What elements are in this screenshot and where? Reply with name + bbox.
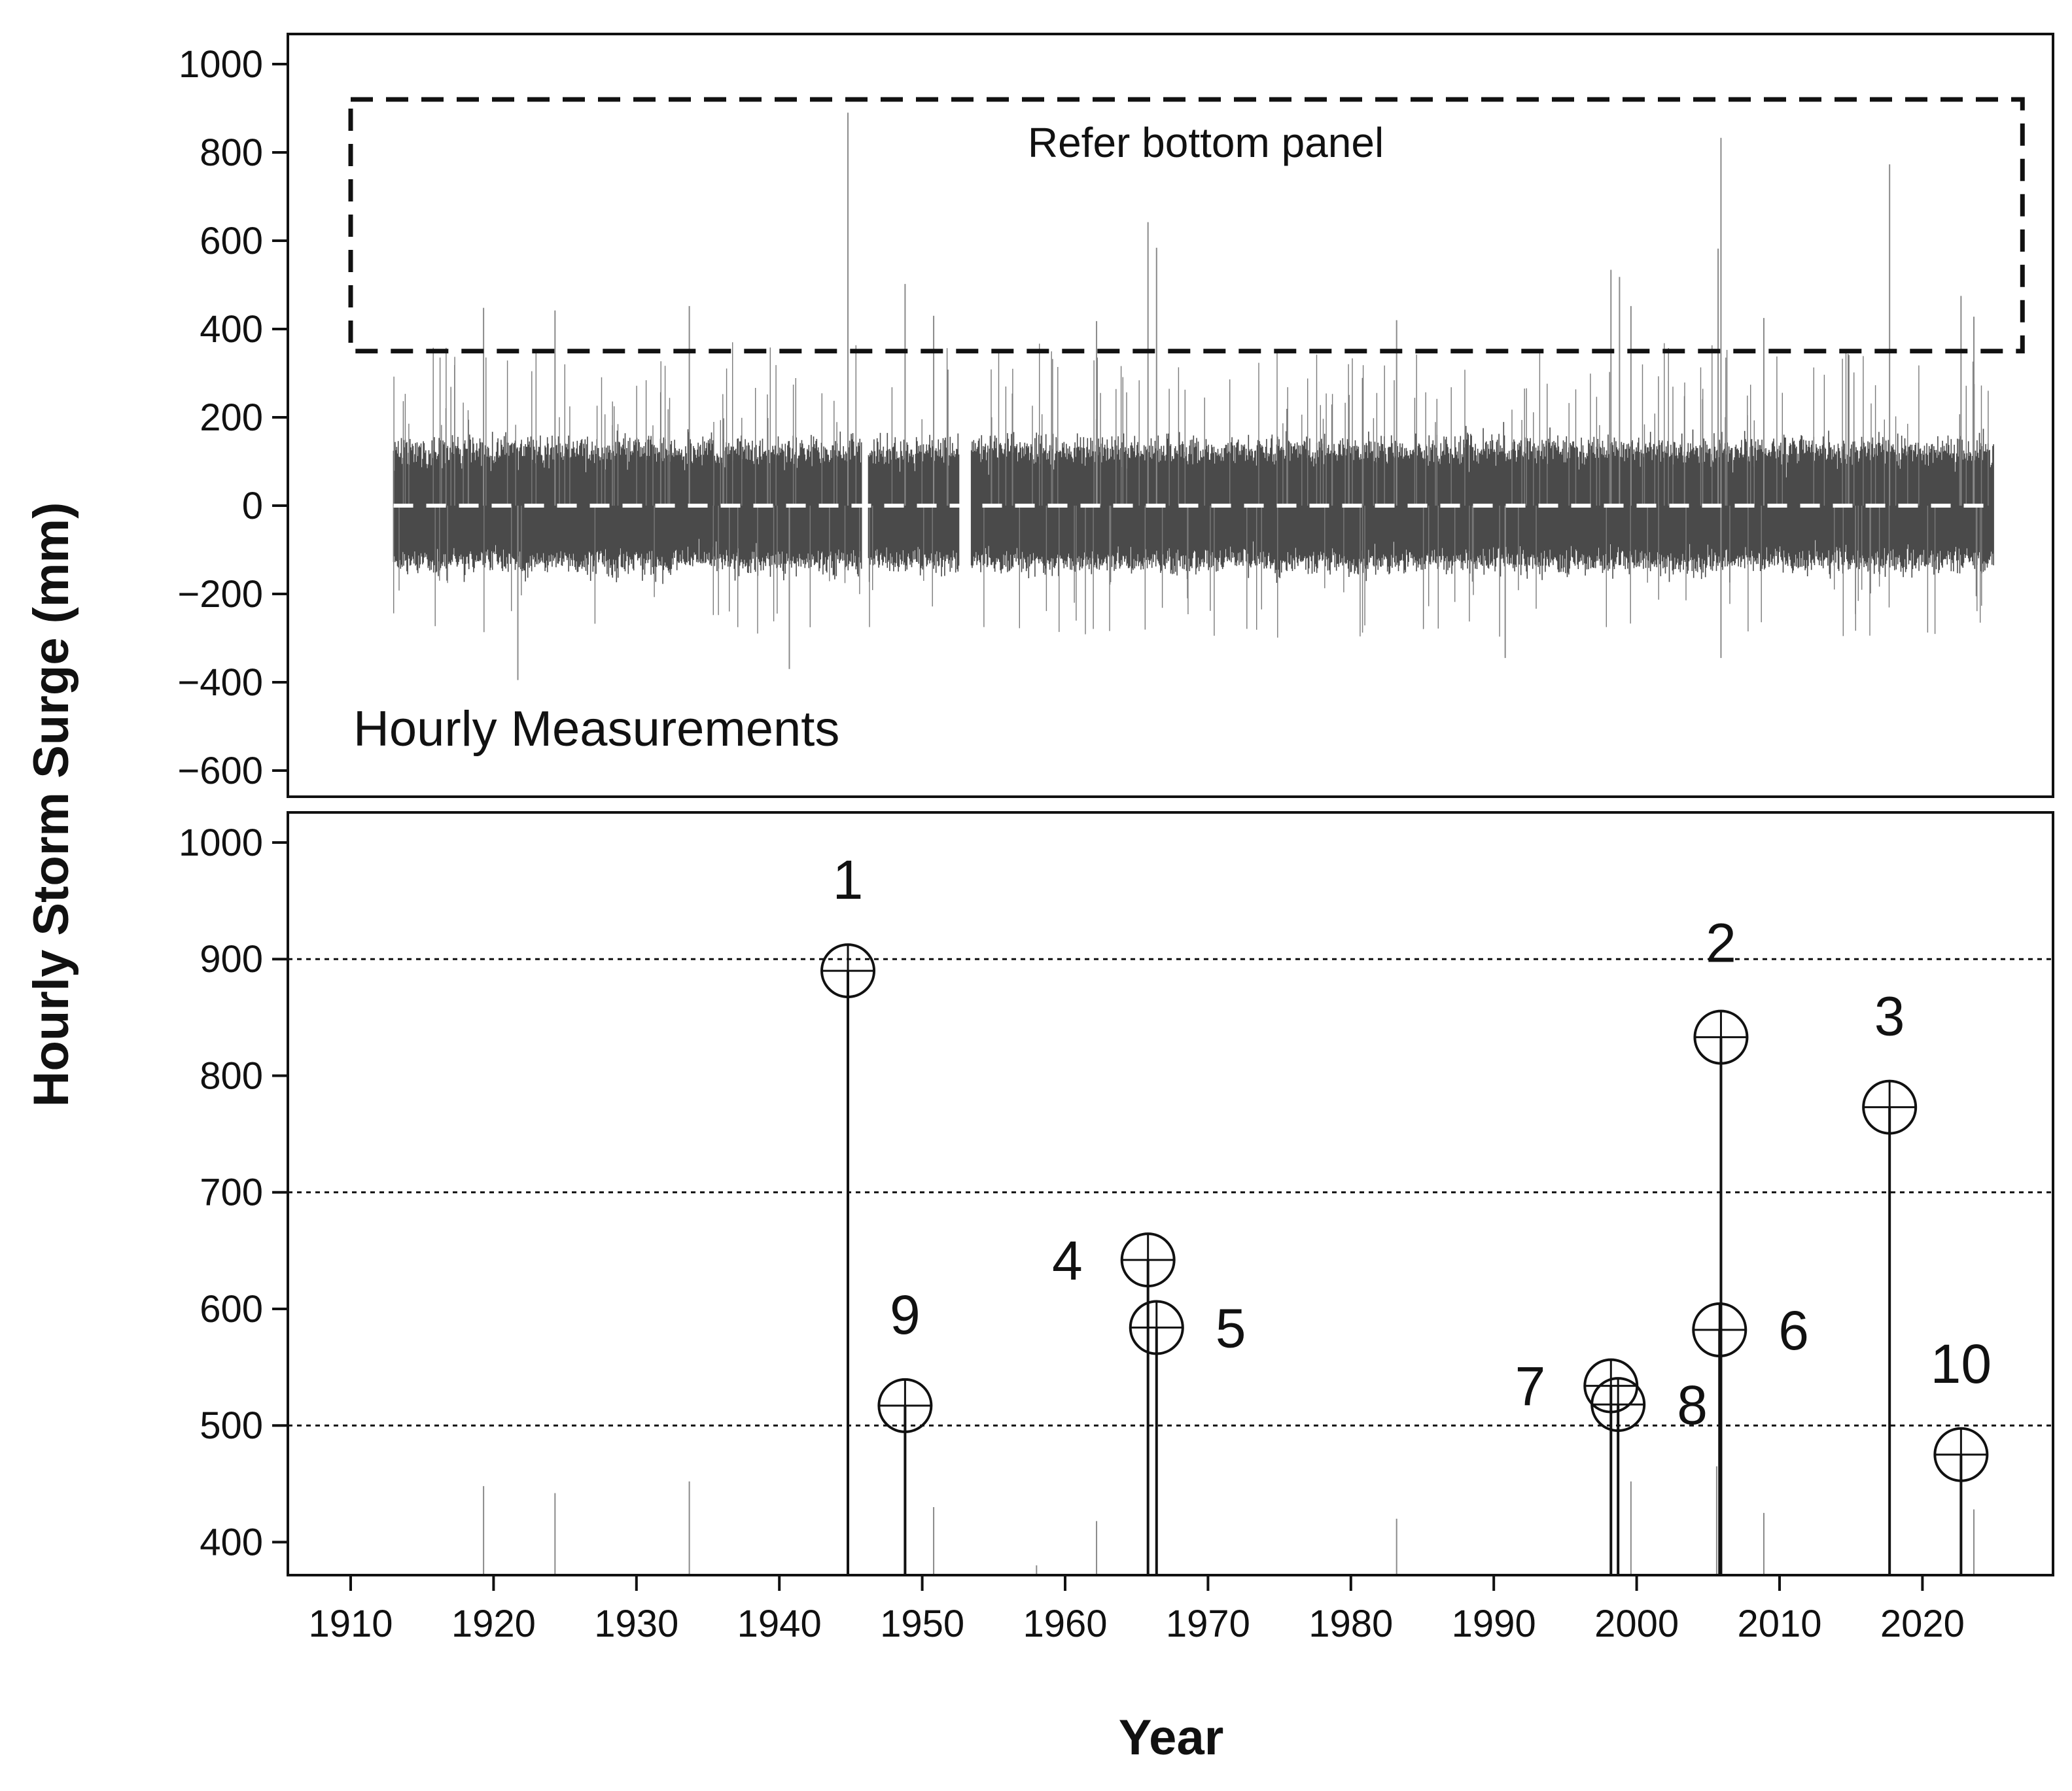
x-tick-label: 1980 [1308, 1603, 1393, 1645]
event-rank-label: 10 [1931, 1333, 1992, 1395]
event-rank-label: 6 [1778, 1300, 1809, 1361]
x-tick-label: 2000 [1594, 1603, 1679, 1645]
y-tick-label: 400 [200, 308, 263, 351]
top-y-axis: 1000 800 600 400 200 0 −200 −400 −600 [177, 43, 288, 792]
event-2: 2 [1693, 913, 1749, 1575]
event-rank-label: 9 [890, 1284, 921, 1346]
event-rank-label: 8 [1677, 1374, 1708, 1436]
hourly-measurements-label: Hourly Measurements [353, 701, 839, 757]
x-tick-label: 1970 [1166, 1603, 1250, 1645]
x-tick-label: 1950 [880, 1603, 964, 1645]
x-tick-label: 2010 [1737, 1603, 1821, 1645]
event-8: 8 [1590, 1374, 1708, 1575]
event-1: 1 [820, 849, 876, 1575]
y-tick-label: 1000 [179, 822, 263, 864]
event-6: 6 [1692, 1300, 1809, 1575]
y-tick-label: 700 [200, 1172, 263, 1214]
x-tick-label: 2020 [1880, 1603, 1965, 1645]
refer-bottom-panel-label: Refer bottom panel [1028, 119, 1384, 166]
event-3: 3 [1862, 986, 1918, 1575]
bottom-y-axis: 1000 900 800 700 600 500 400 [179, 822, 288, 1563]
event-rank-label: 2 [1706, 913, 1736, 974]
x-tick-label: 1940 [737, 1603, 822, 1645]
series-spikes [393, 342, 1989, 638]
x-axis-title: Year [1119, 1710, 1224, 1765]
x-tick-label: 1910 [308, 1603, 393, 1645]
top-panel-hourly-measurements: Refer bottom panel Hourly Measurements 1… [177, 33, 2054, 798]
y-tick-label: 800 [200, 131, 263, 174]
y-axis-title: Hourly Storm Surge (mm) [24, 502, 79, 1107]
y-tick-label: 500 [200, 1404, 263, 1447]
bottom-gridlines [288, 958, 2053, 1427]
minor-spikes [483, 1466, 1975, 1575]
y-tick-label: 200 [200, 396, 263, 439]
y-tick-label: 600 [200, 220, 263, 262]
event-4: 4 [1052, 1230, 1176, 1575]
y-tick-label: 900 [200, 938, 263, 981]
event-rank-label: 3 [1874, 986, 1905, 1047]
x-tick-label: 1930 [594, 1603, 678, 1645]
y-tick-label: 1000 [179, 43, 263, 86]
ranked-events: 1 2 3 4 5 6 7 8 9 10 [820, 849, 1992, 1575]
x-axis: 1910 1920 1930 1940 1950 1960 1970 1980 1990 2000… [308, 1575, 1965, 1645]
top-panel-frame [287, 33, 2054, 798]
event-rank-label: 1 [833, 849, 864, 911]
x-tick-label: 1960 [1023, 1603, 1107, 1645]
bottom-panel-frame [287, 811, 2054, 1576]
event-5: 5 [1129, 1297, 1246, 1575]
y-tick-label: −400 [177, 661, 263, 704]
hourly-series [393, 113, 1994, 680]
x-tick-label: 1920 [451, 1603, 536, 1645]
y-tick-label: 800 [200, 1054, 263, 1097]
y-tick-label: 0 [242, 485, 263, 527]
event-rank-label: 5 [1216, 1297, 1246, 1359]
event-rank-label: 7 [1515, 1356, 1546, 1417]
y-tick-label: −200 [177, 573, 263, 616]
series-band [393, 422, 1994, 584]
event-10: 10 [1931, 1333, 1992, 1575]
y-tick-label: −600 [177, 750, 263, 792]
x-tick-label: 1990 [1452, 1603, 1536, 1645]
refer-bottom-panel-box [348, 97, 2025, 354]
event-rank-label: 4 [1052, 1230, 1083, 1291]
event-9: 9 [877, 1284, 933, 1575]
y-tick-label: 400 [200, 1521, 263, 1563]
y-tick-label: 600 [200, 1288, 263, 1330]
